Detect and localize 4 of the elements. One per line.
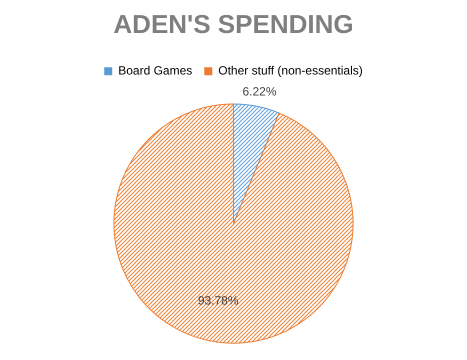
data-label: 6.22% [242, 84, 277, 99]
chart-title: ADEN'S SPENDING [113, 8, 354, 39]
legend-label: Other stuff (non-essentials) [218, 64, 363, 78]
legend-label: Board Games [118, 64, 192, 78]
